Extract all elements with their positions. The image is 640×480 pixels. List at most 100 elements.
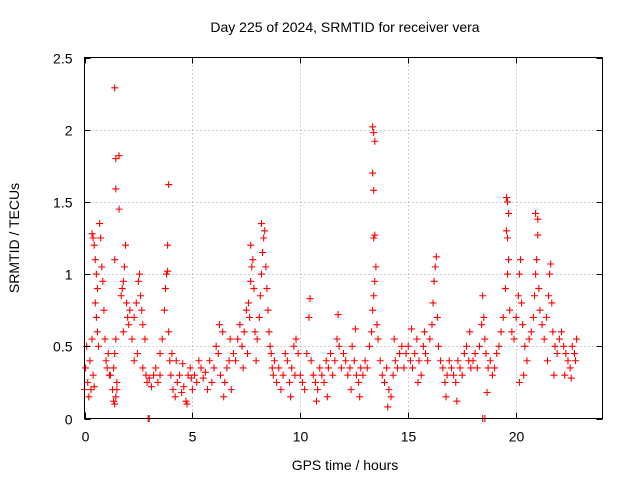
data-point xyxy=(419,342,427,350)
data-point xyxy=(150,371,158,379)
data-point xyxy=(555,335,563,343)
data-point xyxy=(505,209,513,217)
data-point xyxy=(122,241,130,249)
data-point xyxy=(417,371,425,379)
data-point xyxy=(168,350,176,358)
data-point xyxy=(286,378,294,386)
data-point xyxy=(247,277,255,285)
data-point xyxy=(186,364,194,372)
data-point xyxy=(429,299,437,307)
data-point xyxy=(179,360,187,368)
data-point xyxy=(292,335,300,343)
data-point xyxy=(197,364,205,372)
data-point xyxy=(542,313,550,321)
data-point xyxy=(287,393,295,401)
data-point xyxy=(275,364,283,372)
data-point xyxy=(164,267,172,275)
y-tick-label: 0.5 xyxy=(53,339,73,355)
data-point xyxy=(387,393,395,401)
data-point xyxy=(548,299,556,307)
data-point xyxy=(195,357,203,365)
data-point xyxy=(126,306,134,314)
data-point xyxy=(250,285,258,293)
data-point xyxy=(245,299,253,307)
data-point xyxy=(165,181,173,189)
data-point xyxy=(92,313,100,321)
data-point xyxy=(376,357,384,365)
data-point xyxy=(402,350,410,358)
data-point xyxy=(313,397,321,405)
data-point xyxy=(491,364,499,372)
data-point xyxy=(327,350,335,358)
data-point xyxy=(118,285,126,293)
x-tick-label: 0 xyxy=(82,429,90,445)
data-point xyxy=(493,350,501,358)
data-point xyxy=(371,231,379,239)
data-point xyxy=(568,342,576,350)
data-point xyxy=(415,357,423,365)
data-point xyxy=(570,350,578,358)
data-point xyxy=(273,378,281,386)
data-point xyxy=(215,321,223,329)
data-point xyxy=(257,270,265,278)
data-point xyxy=(110,397,118,405)
data-point xyxy=(316,364,324,372)
data-point xyxy=(288,364,296,372)
data-point xyxy=(535,285,543,293)
data-point xyxy=(206,357,214,365)
data-point xyxy=(247,241,255,249)
data-point xyxy=(132,299,140,307)
data-point xyxy=(551,342,559,350)
y-tick-label: 2 xyxy=(65,123,73,139)
data-point xyxy=(223,364,231,372)
data-point xyxy=(307,357,315,365)
data-point xyxy=(518,299,526,307)
data-point xyxy=(204,386,212,394)
data-point xyxy=(98,263,106,271)
data-point xyxy=(347,386,355,394)
data-point xyxy=(546,270,554,278)
data-point xyxy=(536,306,544,314)
data-point xyxy=(371,137,379,145)
data-point xyxy=(370,234,378,242)
data-point xyxy=(227,386,235,394)
data-point xyxy=(398,342,406,350)
data-point xyxy=(519,321,527,329)
data-point xyxy=(351,325,359,333)
data-point xyxy=(437,357,445,365)
data-point xyxy=(439,364,447,372)
data-point xyxy=(314,386,322,394)
data-point xyxy=(232,357,240,365)
data-point xyxy=(112,335,120,343)
data-point xyxy=(357,364,365,372)
data-point xyxy=(532,270,540,278)
data-point xyxy=(242,306,250,314)
data-point xyxy=(85,393,93,401)
data-point xyxy=(115,205,123,213)
data-point xyxy=(169,386,177,394)
data-point xyxy=(102,357,110,365)
data-point xyxy=(193,378,201,386)
data-point xyxy=(89,234,97,242)
data-point xyxy=(553,350,561,358)
data-point xyxy=(550,371,558,379)
data-point xyxy=(130,313,138,321)
data-point xyxy=(165,328,173,336)
data-point xyxy=(210,364,218,372)
data-point xyxy=(371,277,379,285)
data-point xyxy=(484,364,492,372)
data-points xyxy=(81,84,581,422)
data-point xyxy=(187,374,195,382)
data-point xyxy=(514,292,522,300)
data-point xyxy=(208,378,216,386)
data-point xyxy=(141,335,149,343)
x-tick-label: 20 xyxy=(509,429,525,445)
data-point xyxy=(363,364,371,372)
data-point xyxy=(409,364,417,372)
data-point xyxy=(106,371,114,379)
data-point xyxy=(445,357,453,365)
data-point xyxy=(538,321,546,329)
data-point xyxy=(249,256,257,264)
data-point xyxy=(263,285,271,293)
data-point xyxy=(112,393,120,401)
